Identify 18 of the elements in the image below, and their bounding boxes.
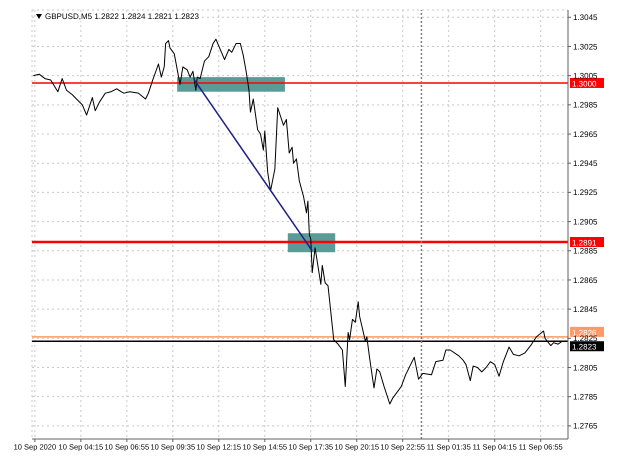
y-tick-label: 1.2945 <box>573 159 598 168</box>
y-tick-label: 1.2765 <box>573 422 598 431</box>
y-tick-label: 1.2865 <box>573 276 598 285</box>
y-tick-label: 1.2985 <box>573 100 598 110</box>
ref-line-label: 1.2891 <box>572 238 598 248</box>
y-tick-label: 1.2785 <box>573 392 598 402</box>
y-tick-label: 1.3025 <box>573 42 598 52</box>
y-tick-label: 1.2965 <box>573 130 598 139</box>
y-tick-label: 1.2805 <box>573 363 598 372</box>
y-tick-label: 1.2905 <box>573 217 598 226</box>
ref-line-label: 1.3000 <box>572 79 598 88</box>
y-tick-label: 1.2885 <box>573 246 598 256</box>
y-tick-label: 1.2925 <box>573 188 598 198</box>
ref-line-label: 1.2823 <box>572 342 598 352</box>
y-tick-label: 1.3045 <box>573 13 598 22</box>
y-tick-label: 1.2845 <box>573 304 598 314</box>
y-tick-label: 1.2825 <box>573 334 598 344</box>
chart-title: GBPUSD,M5 1.2822 1.2824 1.2821 1.2823 <box>45 12 199 21</box>
